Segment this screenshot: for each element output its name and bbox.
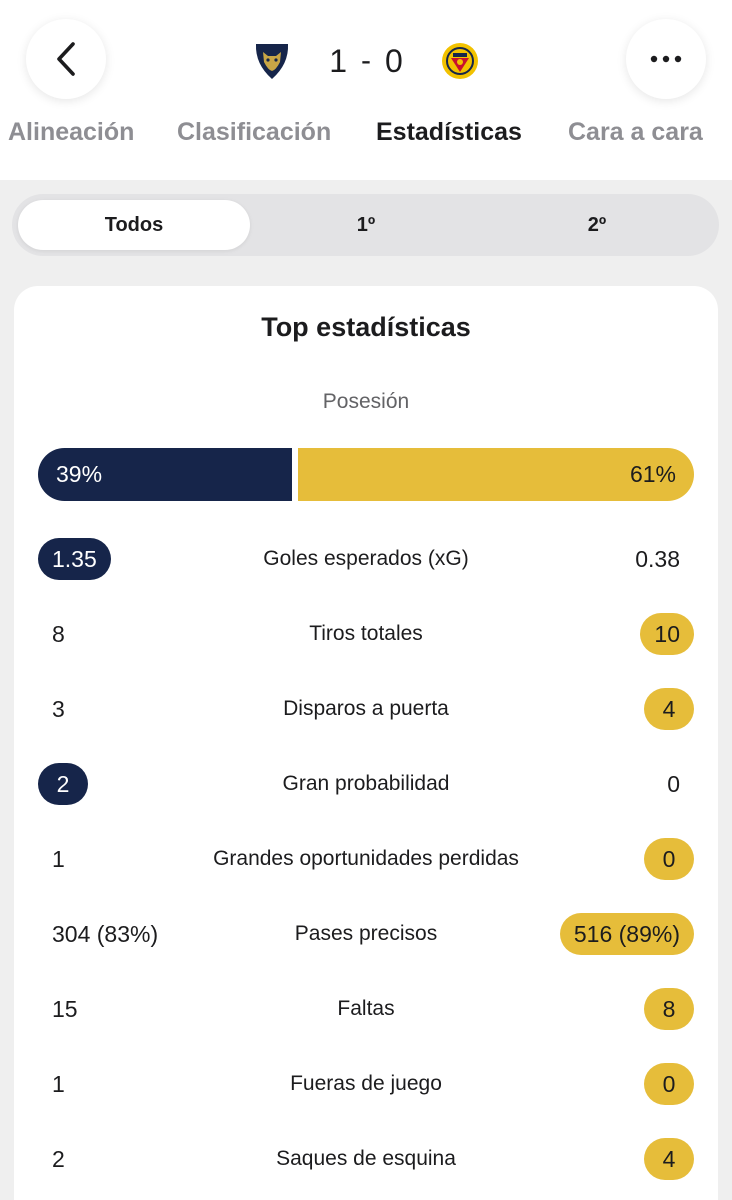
tab-alineacion[interactable]: Alineación	[8, 118, 135, 146]
stat-away-value: 0.38	[635, 545, 680, 572]
stat-label: Saques de esquina	[276, 1147, 456, 1170]
stat-home-value: 15	[52, 995, 78, 1022]
scoreboard: 1 - 0	[250, 36, 482, 86]
pumas-crest-icon[interactable]	[250, 39, 294, 83]
stat-home-value: 8	[52, 620, 65, 647]
home-score: 1	[329, 42, 347, 79]
stat-home-value: 1	[52, 845, 65, 872]
stat-away-value: 10	[640, 613, 694, 655]
stat-label: Gran probabilidad	[282, 772, 450, 795]
more-dots-icon	[650, 55, 682, 63]
stat-row: Pases precisos 304 (83%) 516 (89%)	[38, 913, 694, 955]
stat-row: Grandes oportunidades perdidas 1 0	[38, 838, 694, 880]
stat-row: Disparos a puerta 3 4	[38, 688, 694, 730]
stat-away-value: 0	[644, 1063, 694, 1105]
america-crest-icon[interactable]	[438, 39, 482, 83]
period-todos[interactable]: Todos	[18, 200, 250, 250]
card-title: Top estadísticas	[261, 312, 471, 342]
stat-away-value: 4	[644, 1138, 694, 1180]
stat-home-value: 2	[52, 1145, 65, 1172]
stat-label: Grandes oportunidades perdidas	[213, 847, 519, 870]
period-selector: Todos 1º 2º	[12, 194, 719, 256]
possession-bar: 39% 61%	[38, 448, 694, 501]
stat-label: Fueras de juego	[290, 1072, 442, 1095]
match-header: 1 - 0 Alineación Clasificación Estadísti…	[0, 0, 732, 180]
stat-row: Fueras de juego 1 0	[38, 1063, 694, 1105]
possession-home: 39%	[38, 448, 292, 501]
score: 1 - 0	[329, 43, 403, 80]
tab-clasificacion[interactable]: Clasificación	[177, 118, 332, 146]
stat-away-value: 8	[644, 988, 694, 1030]
stat-away-value: 4	[644, 688, 694, 730]
back-button[interactable]	[26, 19, 106, 99]
stat-home-value: 1.35	[38, 538, 111, 580]
stat-label: Tiros totales	[309, 622, 423, 645]
more-options-button[interactable]	[626, 19, 706, 99]
stat-row: Faltas 15 8	[38, 988, 694, 1030]
away-score: 0	[385, 42, 403, 79]
stat-home-value: 1	[52, 1070, 65, 1097]
stat-home-value: 304 (83%)	[52, 920, 159, 947]
stat-home-value: 2	[38, 763, 88, 805]
stat-row: Goles esperados (xG) 1.35 0.38	[38, 538, 694, 580]
stat-away-value: 516 (89%)	[559, 913, 694, 955]
stat-row: Gran probabilidad 2 0	[38, 763, 694, 805]
stat-label: Disparos a puerta	[283, 697, 449, 720]
possession-away: 61%	[298, 448, 694, 501]
stat-row: Tiros totales 8 10	[38, 613, 694, 655]
stat-home-value: 3	[52, 695, 65, 722]
stat-row: Saques de esquina 2 4	[38, 1138, 694, 1180]
stat-label: Goles esperados (xG)	[263, 547, 469, 570]
period-first-half[interactable]: 1º	[356, 213, 376, 236]
chevron-left-icon	[57, 42, 75, 76]
tab-estadisticas[interactable]: Estadísticas	[376, 118, 522, 146]
tab-cara-a-cara[interactable]: Cara a cara	[568, 118, 703, 146]
stat-away-value: 0	[667, 770, 680, 797]
stat-label: Pases precisos	[294, 922, 438, 945]
match-tabs: Alineación Clasificación Estadísticas Ca…	[0, 118, 732, 158]
period-second-half[interactable]: 2º	[587, 213, 607, 236]
score-separator: -	[361, 44, 371, 77]
possession-label: Posesión	[322, 390, 410, 413]
top-stats-card: Top estadísticas Posesión 39% 61% Goles …	[14, 286, 718, 1200]
stat-away-value: 0	[644, 838, 694, 880]
stat-label: Faltas	[337, 997, 395, 1020]
